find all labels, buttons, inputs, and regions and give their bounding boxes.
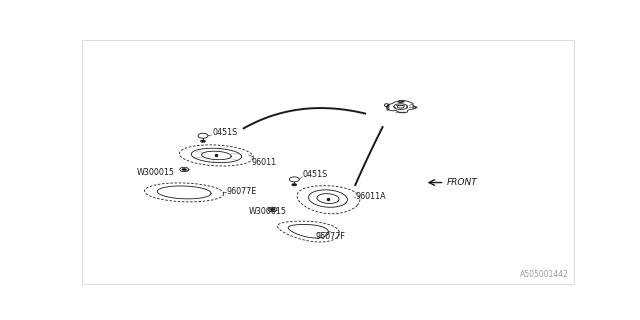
Text: W300015: W300015 bbox=[249, 207, 287, 216]
Circle shape bbox=[270, 208, 275, 211]
Text: 96077F: 96077F bbox=[316, 231, 346, 241]
Text: 0451S: 0451S bbox=[213, 128, 238, 137]
Circle shape bbox=[200, 140, 205, 142]
Text: W300015: W300015 bbox=[137, 168, 175, 177]
Text: A505001442: A505001442 bbox=[520, 270, 568, 279]
Text: 96011: 96011 bbox=[251, 158, 276, 167]
Text: FRONT: FRONT bbox=[447, 178, 478, 187]
Circle shape bbox=[182, 168, 186, 171]
Text: 96011A: 96011A bbox=[355, 192, 386, 201]
Text: 96077E: 96077E bbox=[227, 187, 257, 196]
Circle shape bbox=[292, 184, 297, 186]
Text: 0451S: 0451S bbox=[302, 170, 328, 179]
